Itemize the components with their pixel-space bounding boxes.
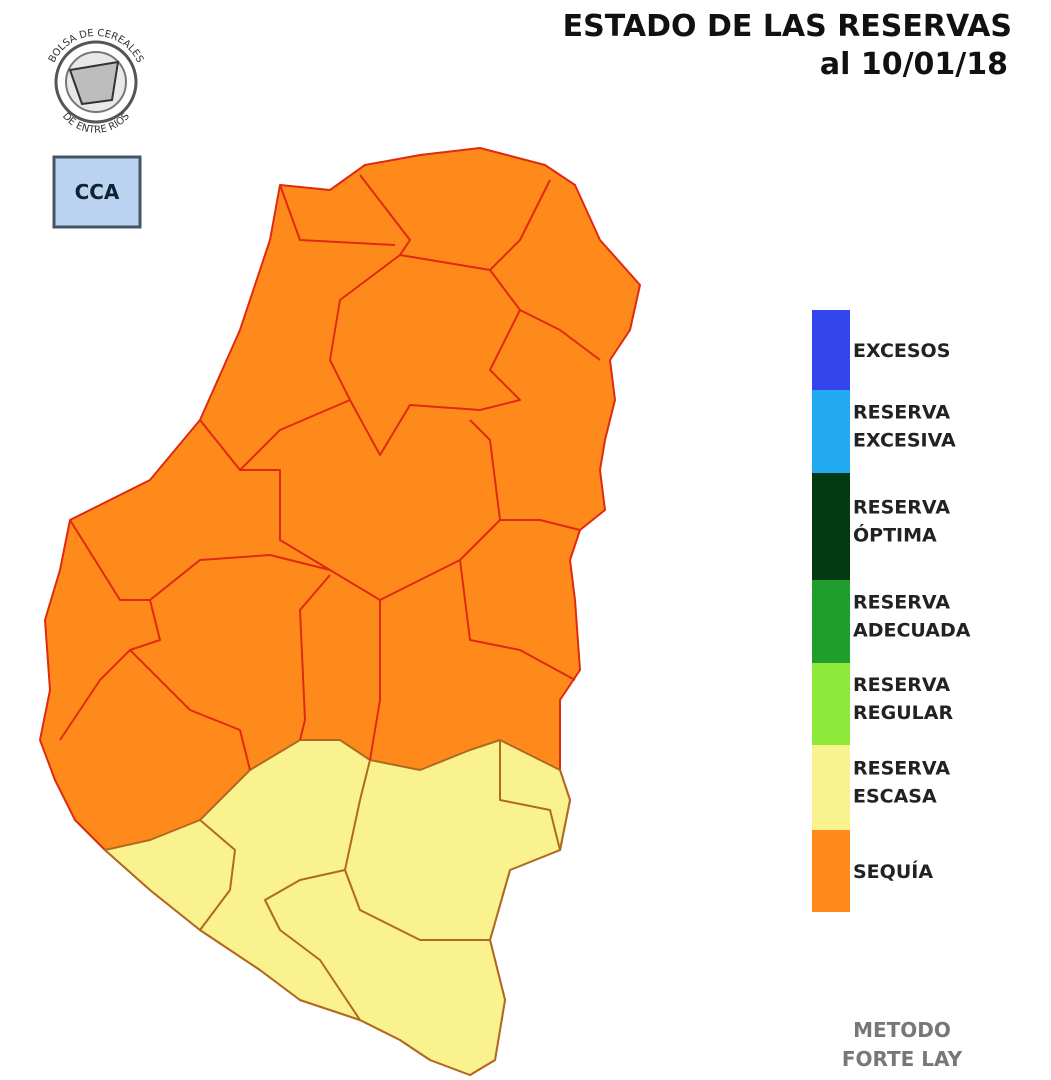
department-borders <box>59 174 601 771</box>
logo-map <box>68 60 120 106</box>
border <box>344 759 490 941</box>
legend-label: RESERVA <box>853 758 950 780</box>
legend-label: RESERVA <box>853 592 950 614</box>
cca-logo: CCA <box>52 155 142 229</box>
department-borders-south <box>199 740 561 1021</box>
cca-box <box>52 155 142 229</box>
legend-swatch <box>812 390 850 473</box>
border <box>369 600 381 761</box>
footer: METODO FORTE LAY <box>842 1018 963 1071</box>
border <box>329 254 521 456</box>
legend-swatch <box>812 745 850 830</box>
border <box>299 574 331 741</box>
legend-swatch <box>812 663 850 745</box>
cca-text: CCA <box>75 180 120 204</box>
border <box>199 399 351 471</box>
legend: EXCESOS RESERVA EXCESIVA RESERVA ÓPTIMA RESER… <box>812 310 971 912</box>
legend-label: RESERVA <box>853 674 950 696</box>
legend-label: REGULAR <box>853 702 953 724</box>
border <box>519 309 601 361</box>
date: al 10/01/18 <box>820 47 1008 82</box>
legend-swatch <box>812 473 850 580</box>
border <box>264 869 361 1021</box>
legend-label: RESERVA <box>853 402 950 424</box>
footer-text: METODO <box>853 1018 951 1042</box>
legend-label: ADECUADA <box>853 620 971 642</box>
border <box>199 819 236 931</box>
border <box>359 174 551 271</box>
map <box>39 147 641 1076</box>
border <box>459 559 576 681</box>
legend-swatch <box>812 310 850 390</box>
legend-label: EXCESIVA <box>853 430 956 452</box>
legend-label: SEQUÍA <box>853 860 933 883</box>
legend-swatch <box>812 830 850 912</box>
legend-label: EXCESOS <box>853 340 950 362</box>
legend-label: RESERVA <box>853 497 950 519</box>
region-scarce <box>104 739 571 1076</box>
legend-label: ESCASA <box>853 786 937 808</box>
legend-swatch <box>812 580 850 663</box>
legend-label: ÓPTIMA <box>853 523 937 547</box>
border <box>279 184 396 246</box>
bolsa-logo: BOLSA DE CEREALES DE ENTRE RIOS <box>47 28 145 136</box>
title: ESTADO DE LAS RESERVAS <box>563 9 1012 44</box>
border <box>69 519 331 601</box>
footer-text: FORTE LAY <box>842 1047 963 1071</box>
border <box>499 740 561 851</box>
border <box>129 649 251 771</box>
border <box>500 519 581 531</box>
